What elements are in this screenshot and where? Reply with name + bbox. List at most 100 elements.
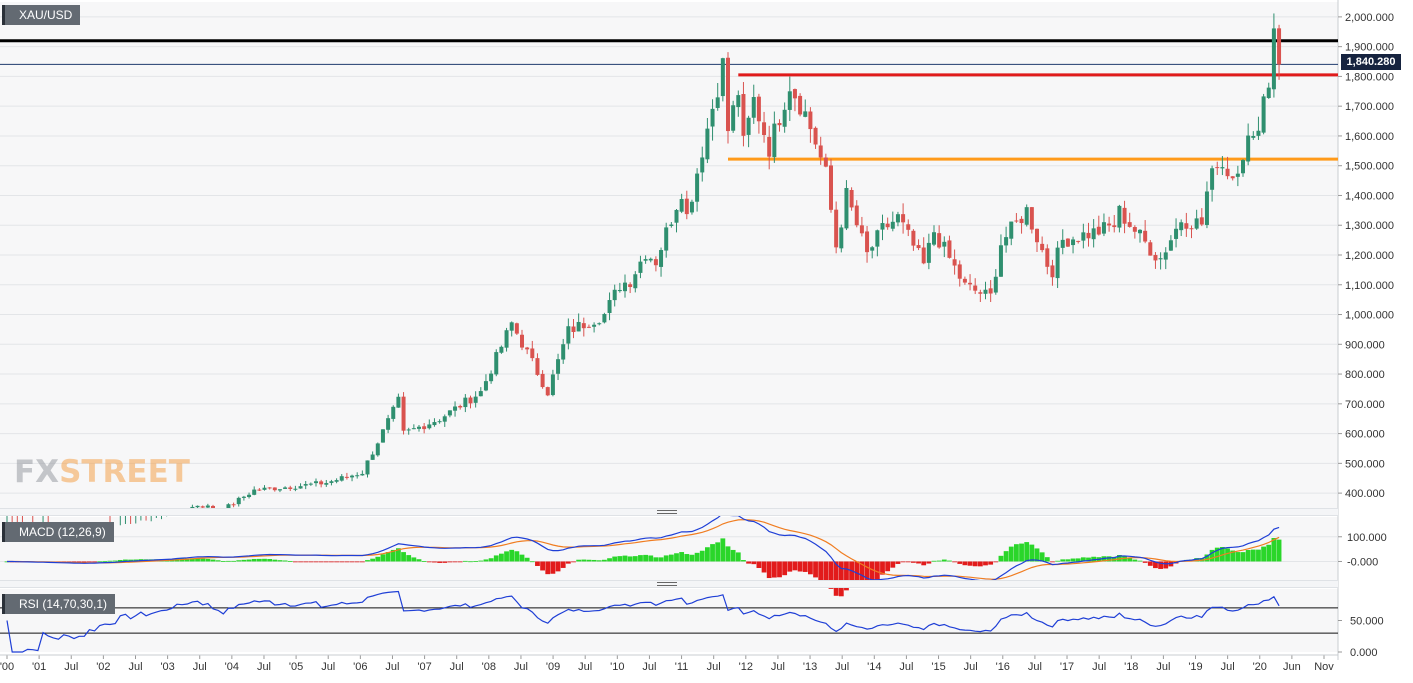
- candle-body: [360, 473, 365, 476]
- candle-body: [1153, 254, 1158, 261]
- candle-body: [277, 489, 282, 491]
- candle-body: [257, 489, 262, 491]
- macd-histogram-bar: [1034, 548, 1040, 562]
- candle-body: [1138, 229, 1142, 234]
- macd-histogram-bar: [560, 561, 566, 568]
- macd-histogram-bar: [313, 561, 319, 563]
- macd-histogram-bar: [478, 560, 484, 562]
- price-tick-label: 500.000: [1345, 458, 1385, 470]
- macd-pane-label[interactable]: MACD (12,26,9): [2, 522, 114, 542]
- candle-body: [705, 128, 710, 160]
- macd-histogram-bar: [385, 552, 391, 562]
- macd-histogram-bar: [493, 555, 499, 562]
- candle-body: [556, 359, 561, 374]
- price-pane-label[interactable]: XAU/USD: [2, 5, 81, 25]
- macd-histogram-bar: [797, 561, 803, 572]
- time-tick-label: Jul: [257, 661, 271, 673]
- macd-histogram-bar: [916, 561, 921, 564]
- macd-histogram-bar: [184, 558, 190, 562]
- candle-body: [854, 205, 859, 226]
- candle-body: [1107, 223, 1112, 226]
- macd-histogram-bar: [447, 561, 453, 563]
- candle-body: [355, 475, 360, 477]
- macd-histogram-bar: [1240, 552, 1246, 562]
- macd-histogram-bar: [406, 555, 412, 562]
- macd-histogram-bar: [741, 560, 746, 562]
- candle-body: [406, 429, 411, 431]
- candle-body: [648, 258, 653, 261]
- candle-body: [226, 504, 231, 508]
- macd-histogram-bar: [699, 550, 705, 562]
- candle-body: [695, 173, 700, 202]
- macd-histogram-bar: [813, 561, 818, 578]
- price-tick-label: 1,800.000: [1345, 71, 1394, 83]
- macd-histogram-bar: [1070, 558, 1076, 562]
- price-tick-label: 1,000.000: [1345, 310, 1394, 322]
- macd-histogram-bar: [437, 561, 442, 563]
- candle-body: [1004, 237, 1009, 246]
- candle-body: [1014, 220, 1019, 222]
- candle-body: [1210, 168, 1215, 190]
- price-tick-label: 1,400.000: [1345, 190, 1394, 202]
- candle-body: [1101, 222, 1106, 234]
- pane-splitter-macd[interactable]: [0, 508, 1338, 516]
- candle-body: [885, 223, 890, 228]
- candle-body: [859, 225, 864, 234]
- candle-body: [916, 245, 921, 249]
- time-tick-label: '04: [225, 661, 239, 673]
- macd-histogram-bar: [668, 554, 674, 562]
- candle-body: [777, 123, 782, 126]
- macd-histogram-bar: [1039, 552, 1045, 562]
- candle-body: [1060, 239, 1065, 248]
- candle-body: [427, 424, 432, 429]
- candle-body: [607, 300, 612, 314]
- macd-histogram-bar: [1153, 561, 1158, 569]
- macd-histogram-bar: [380, 554, 386, 562]
- macd-histogram-bar: [112, 560, 118, 562]
- candle-body: [401, 396, 406, 431]
- candle-body: [422, 426, 427, 430]
- time-tick-label: Jul: [1221, 661, 1235, 673]
- macd-histogram-bar: [262, 558, 267, 562]
- splitter-grip-icon[interactable]: [657, 510, 677, 514]
- candle-body: [483, 381, 488, 391]
- candle-body: [1179, 222, 1184, 231]
- price-tick-label: 900.000: [1345, 339, 1385, 351]
- macd-histogram-bar: [900, 561, 906, 563]
- macd-histogram-bar: [1214, 547, 1220, 562]
- macd-histogram-bar: [679, 552, 685, 562]
- time-tick-label: '05: [289, 661, 303, 673]
- macd-histogram-bar: [720, 538, 726, 562]
- candle-body: [1029, 207, 1034, 230]
- macd-histogram-bar: [287, 561, 293, 562]
- candle-body: [602, 314, 607, 323]
- candle-body: [396, 396, 401, 408]
- macd-histogram-bar: [462, 560, 468, 562]
- candle-body: [566, 326, 571, 344]
- macd-histogram-bar: [818, 561, 824, 581]
- candle-body: [988, 288, 993, 294]
- macd-histogram-bar: [190, 558, 195, 562]
- macd-histogram-bar: [874, 561, 880, 580]
- macd-histogram-bar: [1163, 561, 1169, 569]
- candle-body: [200, 506, 205, 508]
- macd-histogram-bar: [1276, 539, 1282, 562]
- macd-histogram-bar: [550, 561, 556, 574]
- macd-histogram-bar: [1106, 556, 1112, 562]
- candle-body: [715, 97, 720, 108]
- macd-histogram-bar: [998, 555, 1004, 562]
- pane-splitter-rsi[interactable]: [0, 580, 1338, 588]
- candle-body: [1271, 28, 1276, 90]
- candle-body: [638, 261, 643, 273]
- candle-body: [1266, 87, 1271, 98]
- rsi-pane-label[interactable]: RSI (14,70,30,1): [2, 594, 116, 614]
- macd-histogram-bar: [401, 552, 406, 562]
- candle-body: [288, 487, 293, 489]
- splitter-grip-icon[interactable]: [657, 582, 677, 586]
- candle-body: [334, 480, 339, 482]
- macd-histogram-bar: [76, 561, 82, 563]
- macd-histogram-bar: [375, 556, 381, 562]
- macd-histogram-bar: [931, 560, 937, 562]
